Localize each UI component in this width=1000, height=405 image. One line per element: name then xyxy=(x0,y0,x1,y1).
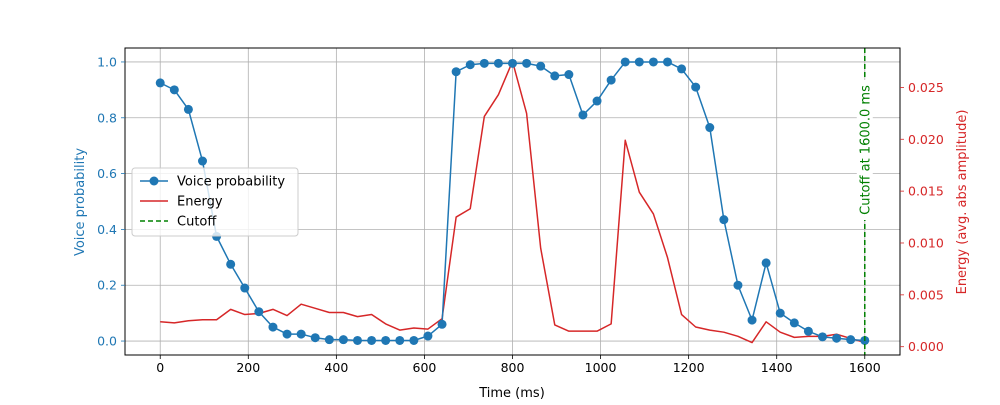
voice-probability-point xyxy=(367,335,377,345)
voice-probability-point xyxy=(338,335,348,345)
cutoff-line-group: Cutoff at 1600.0 ms xyxy=(856,48,873,355)
voice-probability-point xyxy=(465,60,475,70)
y-right-tick-label: 0.000 xyxy=(908,339,944,354)
y-left-tick-label: 0.6 xyxy=(97,166,117,181)
voice-probability-point xyxy=(353,335,362,345)
x-tick-label: 200 xyxy=(236,360,260,375)
voice-probability-point xyxy=(634,57,644,67)
bottom-axis: 0 200 400 600 800 1000 1200 1400 1600 xyxy=(156,355,881,375)
voice-probability-point xyxy=(564,70,574,80)
voice-probability-point xyxy=(705,123,715,133)
right-axis: 0.000 0.005 0.010 0.015 0.020 0.025 xyxy=(900,80,944,354)
voice-probability-point xyxy=(648,57,658,67)
x-axis-label: Time (ms) xyxy=(478,386,545,400)
voice-probability-point xyxy=(169,85,179,95)
voice-probability-point xyxy=(536,61,546,71)
voice-probability-point xyxy=(240,283,250,293)
voice-probability-point xyxy=(578,110,588,120)
x-tick-label: 0 xyxy=(156,360,164,375)
voice-probability-point xyxy=(747,315,757,325)
voice-probability-point xyxy=(155,78,165,88)
voice-probability-point xyxy=(254,307,264,317)
voice-probability-point xyxy=(522,58,532,68)
voice-probability-point xyxy=(846,335,856,345)
x-tick-label: 1000 xyxy=(585,360,617,375)
voice-probability-point xyxy=(832,333,842,343)
voice-probability-point xyxy=(479,58,489,68)
voice-probability-point xyxy=(761,258,771,268)
voice-probability-point xyxy=(592,96,602,106)
voice-probability-point xyxy=(409,335,419,345)
x-tick-label: 1600 xyxy=(849,360,881,375)
y-left-tick-label: 0.2 xyxy=(97,278,117,293)
voice-probability-point xyxy=(183,104,193,114)
y-axis-right-label: Energy (avg. abs amplitude) xyxy=(955,110,970,295)
y-right-tick-label: 0.015 xyxy=(908,184,944,199)
voice-probability-point xyxy=(789,318,799,328)
x-tick-label: 800 xyxy=(501,360,525,375)
voice-probability-point xyxy=(550,71,560,81)
voice-probability-point xyxy=(677,64,687,74)
voice-probability-point xyxy=(719,215,729,225)
voice-probability-point xyxy=(437,319,447,329)
cutoff-label: Cutoff at 1600.0 ms xyxy=(858,85,873,215)
legend-box xyxy=(131,167,299,237)
voice-probability-point xyxy=(395,335,405,345)
x-tick-label: 400 xyxy=(324,360,348,375)
legend: Voice probability Energy Cutoff xyxy=(131,167,299,237)
voice-probability-point xyxy=(282,329,292,339)
voice-probability-point xyxy=(423,331,433,341)
y-left-tick-label: 0.0 xyxy=(97,334,117,349)
x-tick-label: 1200 xyxy=(673,360,705,375)
voice-probability-point xyxy=(606,75,616,85)
y-left-tick-label: 1.0 xyxy=(97,54,117,69)
voice-probability-point xyxy=(198,156,207,166)
voice-probability-point xyxy=(324,335,334,345)
y-right-tick-label: 0.010 xyxy=(908,235,944,250)
y-axis-left-label: Voice probability xyxy=(73,148,88,256)
left-axis: 0.0 0.2 0.4 0.6 0.8 1.0 xyxy=(97,54,125,349)
y-left-tick-label: 0.4 xyxy=(97,222,117,237)
y-right-tick-label: 0.020 xyxy=(908,132,944,147)
voice-probability-point xyxy=(226,259,236,269)
voice-probability-point xyxy=(733,280,743,290)
voice-probability-point xyxy=(508,58,517,68)
voice-probability-point xyxy=(381,335,391,345)
y-right-tick-label: 0.025 xyxy=(908,80,944,95)
voice-probability-point xyxy=(268,322,278,332)
voice-probability-point xyxy=(310,333,320,343)
voice-probability-point xyxy=(451,67,461,77)
voice-probability-point xyxy=(775,308,785,318)
voice-probability-point xyxy=(620,57,630,67)
voice-probability-point xyxy=(493,58,503,68)
voice-probability-point xyxy=(296,329,306,339)
y-left-tick-label: 0.8 xyxy=(97,110,117,125)
legend-cutoff-label: Cutoff xyxy=(177,215,217,230)
voice-probability-series xyxy=(155,57,870,345)
x-tick-label: 1400 xyxy=(761,360,793,375)
legend-voice-label: Voice probability xyxy=(177,175,285,190)
voice-probability-point xyxy=(803,326,813,336)
cutoff-label-background xyxy=(856,80,873,220)
y-right-tick-label: 0.005 xyxy=(908,287,944,302)
voice-probability-point xyxy=(663,57,672,67)
legend-voice-marker xyxy=(149,176,159,186)
legend-energy-label: Energy xyxy=(177,195,223,210)
x-tick-label: 600 xyxy=(413,360,437,375)
voice-probability-point xyxy=(818,332,827,342)
voice-probability-point xyxy=(691,82,701,92)
